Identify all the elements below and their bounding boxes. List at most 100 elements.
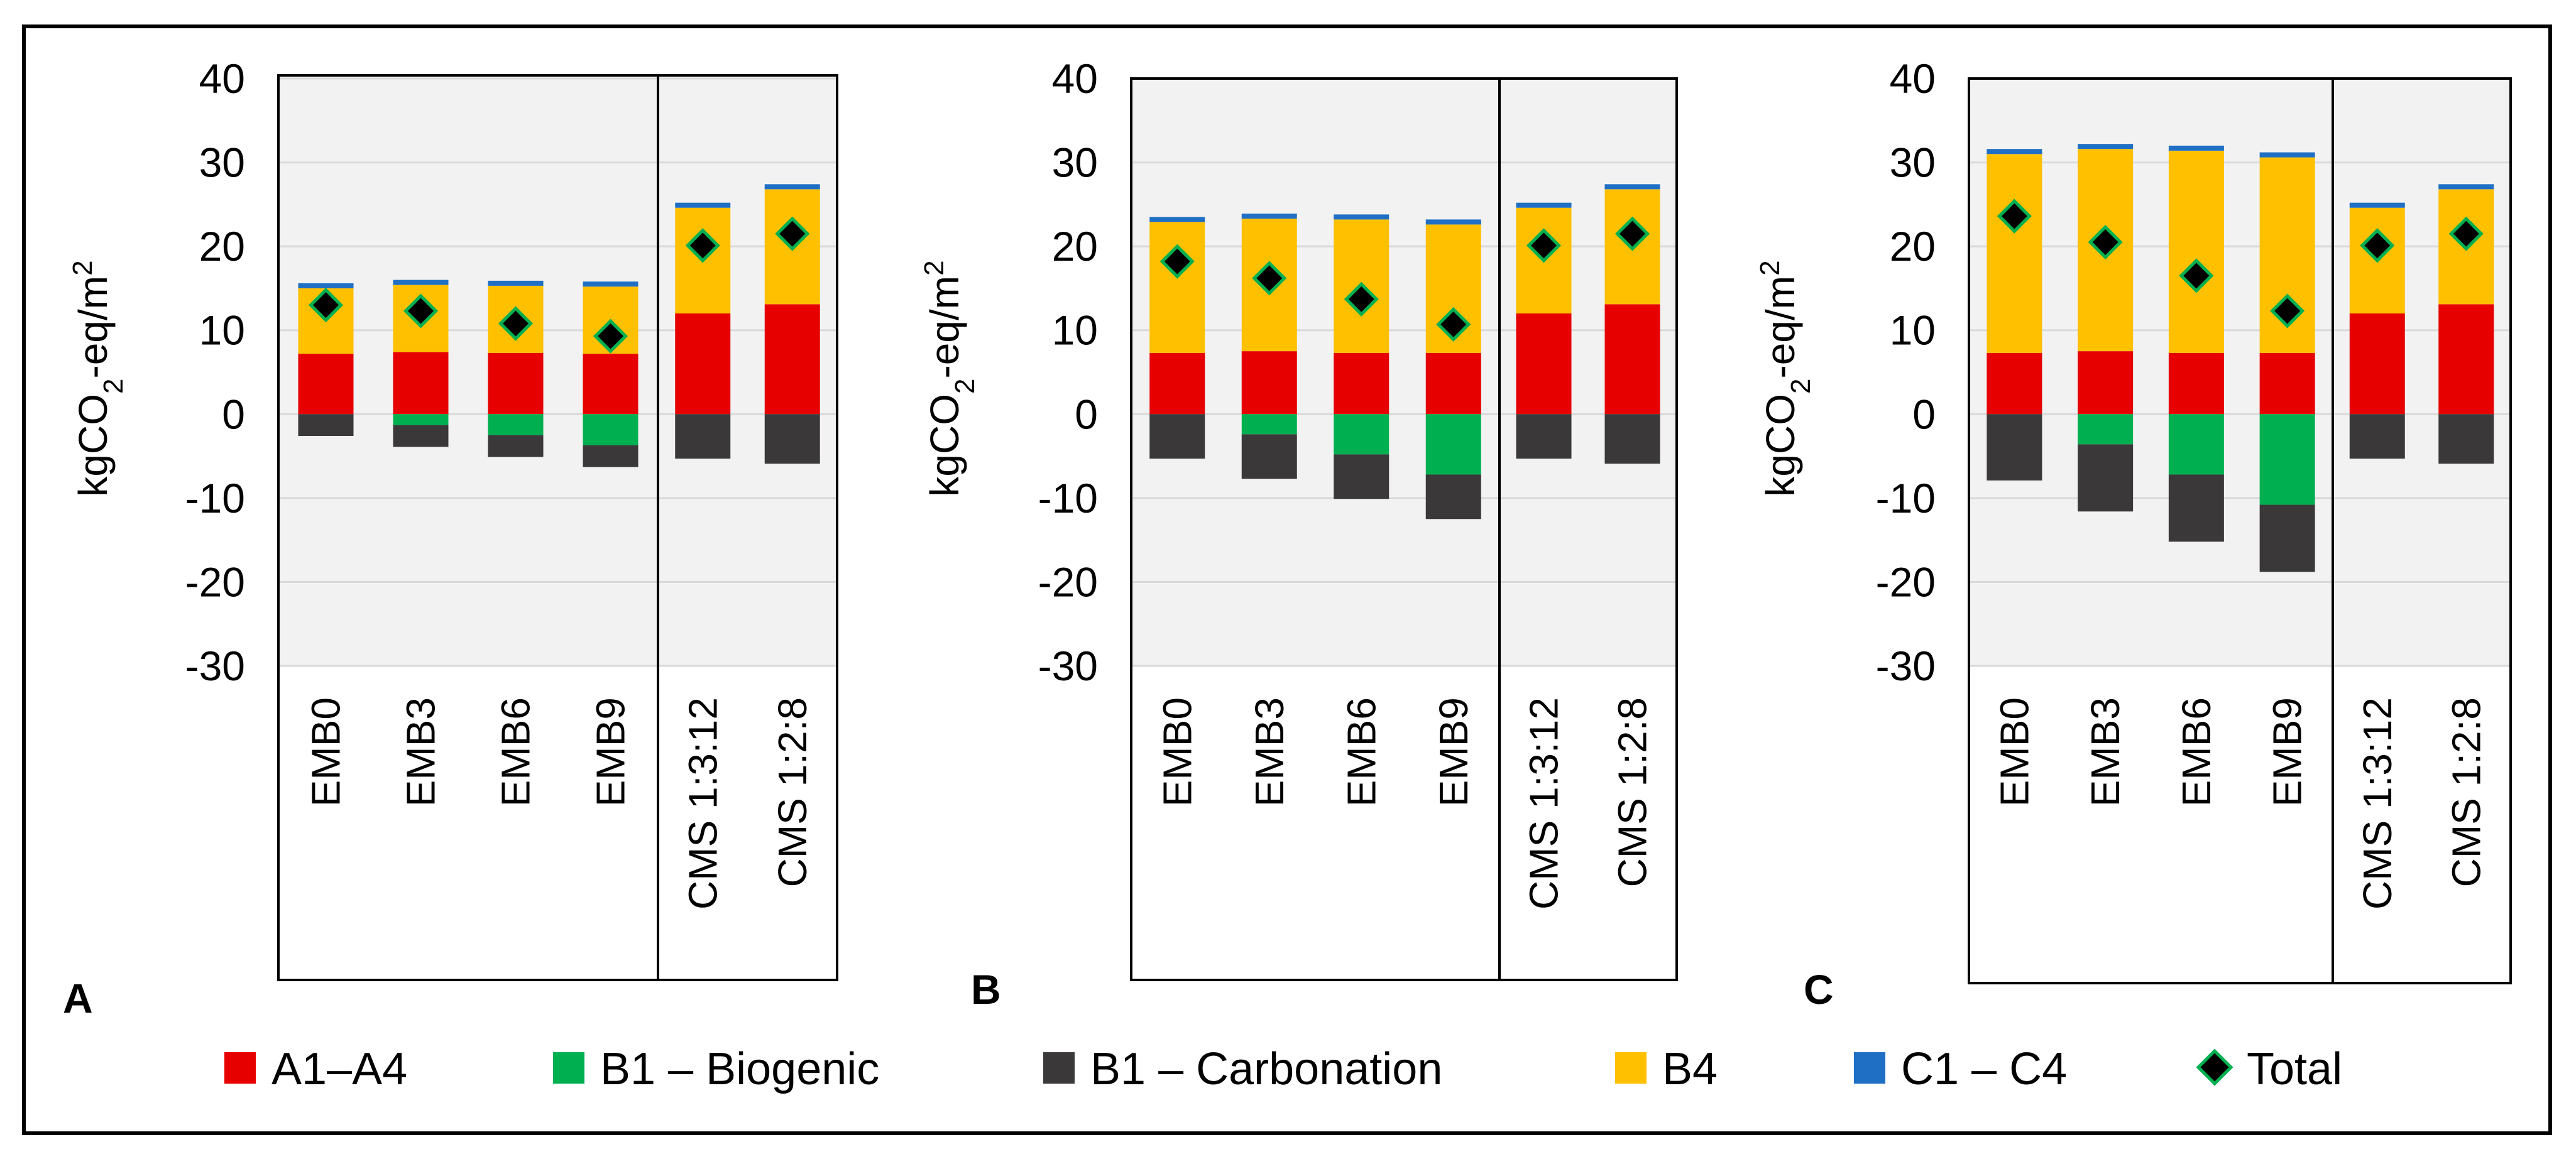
x-category-label: CMS 1:2:8 (2443, 697, 2489, 887)
total-marker (2270, 293, 2305, 329)
bar-a1-a4 (298, 354, 354, 415)
panel-frame (1130, 77, 1678, 981)
x-category-label: CMS 1:3:12 (1521, 697, 1567, 910)
panel-label: B (971, 966, 1001, 1013)
legend: A1–A4 B1 – Biogenic B1 – Carbonation B4 C1 –… (224, 1044, 2342, 1094)
bar-b1-carbonation (764, 414, 820, 464)
bar-a1-a4 (583, 354, 639, 415)
bar-b1-carbonation (583, 445, 639, 467)
bar-a1-a4 (1334, 352, 1389, 415)
legend-item-b1-biogenic: B1 – Biogenic (553, 1044, 879, 1094)
total-marker (685, 228, 720, 263)
bar-b1-carbonation (393, 425, 449, 447)
y-tick-label: 0 (1075, 391, 1098, 437)
panel-label: C (1804, 966, 1834, 1013)
total-marker (2179, 258, 2214, 293)
legend-label: B4 (1662, 1044, 1718, 1094)
total-marker (2448, 216, 2484, 251)
legend-swatch (224, 1052, 256, 1084)
panel-frame (1968, 77, 2512, 984)
y-tick-label: 30 (199, 139, 245, 186)
bar-c1-c4 (1425, 219, 1481, 225)
bar-a1-a4 (2438, 304, 2494, 415)
bar-c1-c4 (583, 281, 639, 287)
bar-a1-a4 (1241, 351, 1297, 415)
bar-a1-a4 (1604, 304, 1660, 415)
bar-b1-carbonation (2438, 414, 2494, 464)
bar-b1-carbonation (1425, 474, 1481, 520)
bar-c1-c4 (1334, 214, 1389, 220)
x-category-label: EMB3 (398, 697, 444, 807)
bar-a1-a4 (1425, 352, 1481, 415)
panel-label: A (63, 975, 93, 1021)
y-axis-title: kgCO2-eq/m2 (67, 260, 129, 496)
legend-label: C1 – C4 (1901, 1044, 2067, 1094)
bar-b1-carbonation (1987, 414, 2042, 481)
legend-label: A1–A4 (271, 1044, 407, 1094)
legend-label: Total (2247, 1044, 2342, 1094)
y-tick-label: 0 (1912, 391, 1936, 437)
y-tick-label: 40 (1052, 55, 1098, 102)
y-tick-label: 10 (1052, 307, 1098, 354)
legend-swatch (1854, 1052, 1885, 1084)
bar-c1-c4 (1987, 149, 2042, 155)
x-category-label: EMB3 (2083, 697, 2128, 807)
plot-area (1969, 79, 2511, 666)
legend-item-c1-c4: C1 – C4 (1854, 1044, 2067, 1094)
bar-c1-c4 (2259, 152, 2315, 158)
y-tick-label: 0 (222, 391, 245, 437)
bar-c1-c4 (298, 283, 354, 288)
x-category-label: EMB0 (304, 697, 349, 807)
legend-swatch (2196, 1048, 2233, 1086)
x-category-label: EMB9 (1431, 697, 1476, 807)
bar-c1-c4 (393, 280, 449, 285)
x-category-label: EMB9 (2265, 697, 2310, 807)
bar-a1-a4 (1149, 352, 1205, 415)
y-tick-label: -30 (1038, 643, 1098, 689)
bar-a1-a4 (488, 352, 544, 415)
bar-b1-biogenic (1334, 414, 1389, 455)
legend-swatch (1043, 1052, 1075, 1084)
bar-b1-carbonation (1604, 414, 1660, 464)
y-tick-label: 20 (1890, 223, 1936, 269)
bar-c1-c4 (1149, 217, 1205, 222)
y-axis-title: kgCO2-eq/m2 (919, 260, 980, 496)
legend-swatch (553, 1052, 584, 1084)
y-tick-label: -10 (1876, 475, 1936, 521)
total-marker (498, 306, 534, 341)
bar-b1-carbonation (298, 414, 354, 437)
legend-item-a1-a4: A1–A4 (224, 1044, 407, 1094)
y-tick-label: -30 (185, 643, 245, 689)
x-category-label: EMB9 (588, 697, 633, 807)
chart-panel-a: 40 30 20 10 0 -10 -20 -30 EMB0 EMB3 EMB6 EMB9 CMS 1:… (63, 55, 838, 1021)
legend-swatch (1615, 1052, 1647, 1084)
bar-c1-c4 (2168, 145, 2224, 151)
bar-c1-c4 (2438, 184, 2494, 190)
total-marker (1252, 261, 1287, 296)
plot-area (278, 79, 837, 666)
bar-b1-carbonation (2078, 444, 2134, 512)
y-tick-label: 10 (1890, 307, 1936, 354)
chart-panel-c: 40 30 20 10 0 -10 -20 -30 EMB0 EMB3 EMB6 EMB9 CMS 1:… (1755, 55, 2512, 1013)
bar-b1-carbonation (1516, 414, 1572, 459)
bar-b1-carbonation (1241, 434, 1297, 479)
bar-b1-biogenic (583, 414, 639, 445)
panel-frame (277, 74, 838, 981)
y-tick-label: 20 (199, 223, 245, 269)
bar-b4 (1149, 222, 1205, 353)
bar-b1-biogenic (1241, 414, 1297, 435)
bar-b1-carbonation (488, 435, 544, 457)
bar-b1-carbonation (1149, 414, 1205, 459)
bar-c1-c4 (488, 280, 544, 286)
bar-b1-biogenic (2078, 414, 2134, 445)
total-marker (2360, 228, 2395, 263)
legend-item-total: Total (2196, 1044, 2342, 1094)
bar-c1-c4 (1604, 184, 1660, 190)
total-marker (1614, 216, 1650, 251)
plot-area (1131, 79, 1677, 666)
y-tick-label: -20 (1038, 558, 1098, 605)
bar-c1-c4 (1516, 202, 1572, 208)
y-tick-label: 30 (1052, 139, 1098, 186)
y-tick-label: 40 (1890, 55, 1936, 102)
